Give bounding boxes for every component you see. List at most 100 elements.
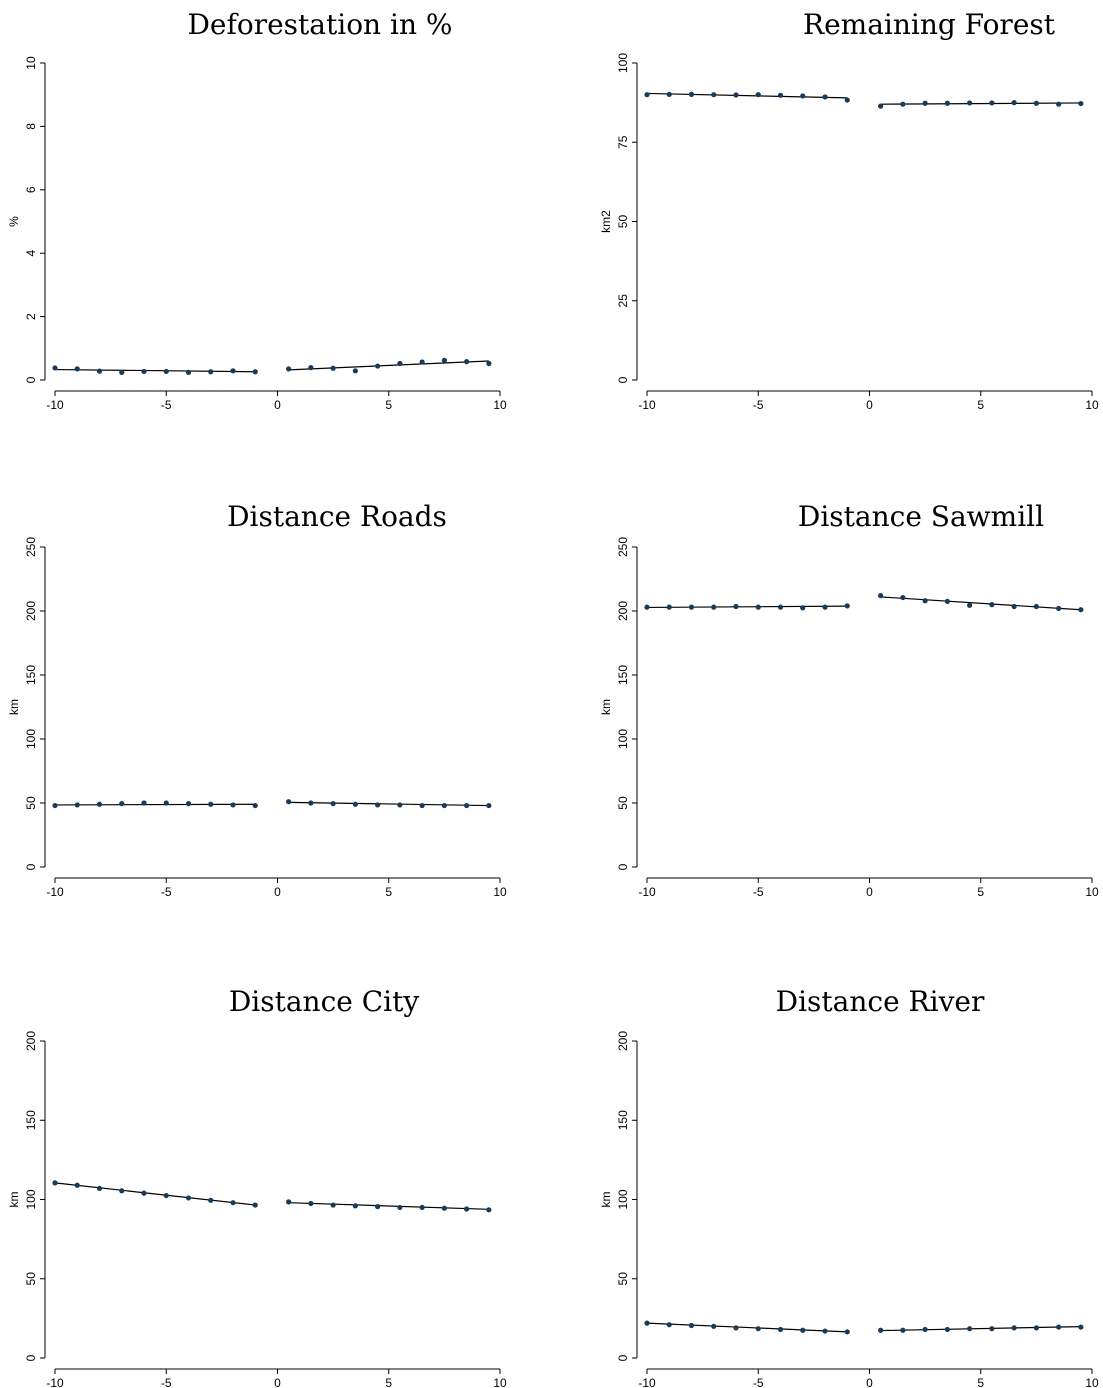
data-point: [52, 802, 58, 809]
y-tick-label: 100: [616, 1189, 630, 1209]
y-axis-label: km2: [599, 210, 613, 233]
data-point: [119, 369, 125, 375]
data-point: [441, 802, 447, 809]
data-point: [141, 1190, 147, 1196]
data-point: [330, 1202, 336, 1208]
x-tick-label: -10: [638, 1376, 656, 1388]
data-point: [967, 1326, 973, 1332]
fit-line-right: [880, 102, 1081, 105]
data-point: [944, 100, 950, 106]
data-point: [486, 1207, 492, 1213]
data-point: [419, 802, 425, 809]
y-tick-label: 0: [616, 863, 630, 870]
data-point: [230, 1200, 236, 1206]
data-point: [822, 1328, 828, 1334]
y-tick-label: 8: [24, 123, 38, 130]
data-point: [666, 91, 672, 97]
x-tick-label: 0: [866, 1376, 873, 1388]
y-tick-label: 2: [24, 313, 38, 320]
data-point: [922, 100, 928, 106]
data-point: [330, 365, 336, 371]
fit-line-right: [880, 596, 1081, 611]
y-tick-label: 250: [616, 537, 630, 557]
data-point: [375, 363, 381, 369]
panel-title: Distance River: [776, 985, 985, 1018]
data-point: [800, 1327, 806, 1333]
data-point: [352, 1203, 358, 1209]
data-point: [644, 1320, 650, 1326]
data-point: [777, 604, 784, 610]
data-point: [286, 366, 292, 372]
data-point: [1078, 100, 1084, 107]
data-point: [185, 1195, 192, 1201]
data-point: [286, 799, 292, 805]
y-tick-label: 6: [24, 186, 38, 193]
data-point: [944, 1326, 950, 1333]
panel-distance-river: Distance River km 0 50 100 150 200 -10 -5 0 5 10: [599, 985, 1099, 1388]
data-point: [419, 359, 425, 365]
y-tick-label: 50: [24, 796, 38, 810]
x-tick-label: -10: [46, 398, 64, 412]
x-tick-label: -10: [638, 398, 656, 412]
data-point: [1056, 1324, 1062, 1330]
data-point: [96, 1185, 103, 1192]
data-point: [119, 801, 125, 807]
data-point: [419, 1204, 425, 1211]
y-tick-label: 50: [616, 215, 630, 229]
data-point: [1056, 101, 1062, 107]
data-point: [74, 1182, 80, 1188]
y-axis-label: km: [7, 1192, 21, 1208]
data-point: [1078, 607, 1084, 613]
data-point: [286, 1199, 292, 1205]
data-point: [74, 366, 80, 372]
y-axis-label: km: [599, 1192, 613, 1208]
panel-remaining-forest: Remaining Forest km2 0 25 50 75 100 -10 -5 0 5 10: [599, 8, 1099, 412]
data-point: [141, 800, 147, 806]
data-point: [397, 360, 403, 367]
data-point: [688, 91, 695, 97]
x-tick-label: 0: [274, 1376, 281, 1388]
data-point: [230, 368, 236, 374]
data-point: [1011, 1325, 1017, 1331]
data-point: [900, 594, 906, 601]
data-point: [308, 1200, 314, 1207]
x-tick-label: 5: [385, 885, 392, 899]
x-tick-label: 5: [385, 1376, 392, 1388]
plot-area: 0 50 100 150 200 250 -10 -5 0 5 10: [24, 537, 507, 899]
x-tick-label: 0: [866, 885, 873, 899]
panel-title: Remaining Forest: [803, 8, 1056, 41]
x-tick-label: -5: [161, 885, 172, 899]
y-tick-label: 100: [616, 53, 630, 73]
y-tick-label: 0: [24, 1354, 38, 1361]
data-point: [96, 801, 103, 807]
data-point: [711, 604, 717, 610]
y-tick-label: 50: [616, 796, 630, 810]
data-point: [163, 368, 169, 375]
panel-title: Distance Sawmill: [798, 500, 1044, 533]
x-tick-label: 10: [1085, 398, 1099, 412]
data-point: [441, 1205, 447, 1211]
data-point: [878, 103, 884, 109]
y-tick-label: 0: [24, 376, 38, 383]
data-point: [944, 598, 950, 605]
panel-title: Distance Roads: [227, 500, 447, 533]
data-point: [208, 1197, 214, 1203]
data-point: [755, 604, 761, 610]
data-point: [711, 92, 717, 98]
data-point: [666, 1322, 672, 1328]
x-tick-label: 10: [1085, 885, 1099, 899]
data-point: [352, 368, 358, 374]
y-tick-label: 150: [616, 1110, 630, 1130]
data-point: [375, 1204, 381, 1210]
y-tick-label: 0: [24, 863, 38, 870]
y-tick-label: 100: [616, 729, 630, 749]
x-tick-label: 10: [1085, 1376, 1099, 1388]
fit-line-left: [54, 803, 256, 806]
y-tick-label: 75: [616, 135, 630, 149]
plot-area: 0 50 100 150 200 -10 -5 0 5 10: [616, 1031, 1099, 1388]
data-point: [900, 1327, 906, 1333]
y-tick-label: 0: [616, 376, 630, 383]
data-point: [96, 368, 103, 374]
data-point: [1011, 603, 1017, 610]
